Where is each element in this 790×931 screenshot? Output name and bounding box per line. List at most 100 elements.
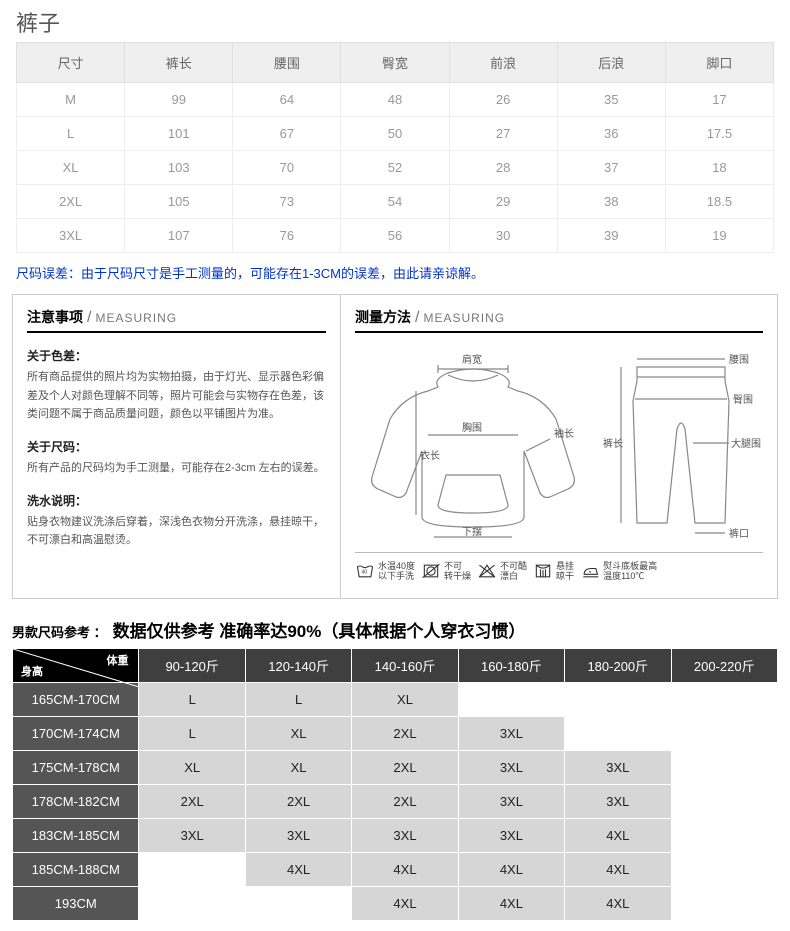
- ref-cell: [245, 886, 351, 920]
- ref-cell: [671, 750, 777, 784]
- ref-cell: [565, 716, 671, 750]
- size-table-cell: 39: [557, 219, 665, 253]
- size-table-header: 前浪: [449, 43, 557, 83]
- ref-weight-header: 140-160斤: [352, 648, 458, 682]
- iron-icon: [580, 562, 600, 580]
- size-table-cell: 18.5: [665, 185, 773, 219]
- para-title: 关于色差：: [27, 347, 326, 364]
- ref-cell: 4XL: [565, 852, 671, 886]
- col-header-cn: 注意事项: [27, 307, 83, 327]
- wash-icon: 40: [355, 562, 375, 580]
- col-header-cn: 测量方法: [355, 307, 411, 327]
- size-table-cell: 30: [449, 219, 557, 253]
- ref-cell: [671, 784, 777, 818]
- size-table-cell: 64: [233, 83, 341, 117]
- table-row: M996448263517: [17, 83, 774, 117]
- para-title: 洗水说明：: [27, 492, 326, 509]
- size-table-cell: 99: [125, 83, 233, 117]
- ref-cell: [458, 682, 564, 716]
- label-sleeve: 袖长: [554, 427, 574, 440]
- care-item: 不可酷漂白: [477, 561, 527, 582]
- ref-cell: XL: [245, 750, 351, 784]
- table-row: 183CM-185CM3XL3XL3XL3XL4XL: [13, 818, 778, 852]
- size-table-cell: 37: [557, 151, 665, 185]
- ref-corner-cell: 体重身高: [13, 648, 139, 682]
- size-table-cell: 27: [449, 117, 557, 151]
- ref-height-header: 183CM-185CM: [13, 818, 139, 852]
- size-table: 尺寸裤长腰围臀宽前浪后浪脚口 M996448263517L10167502736…: [16, 42, 774, 253]
- ref-cell: 4XL: [352, 852, 458, 886]
- size-table-cell: 2XL: [17, 185, 125, 219]
- diagram-row: 肩宽 胸围 衣长 袖长 下摆 腰围: [355, 347, 763, 542]
- label-hip: 臀围: [733, 394, 753, 406]
- ref-weight-header: 200-220斤: [671, 648, 777, 682]
- ref-cell: [671, 716, 777, 750]
- ref-height-header: 175CM-178CM: [13, 750, 139, 784]
- size-table-header: 脚口: [665, 43, 773, 83]
- label-shoulder: 肩宽: [462, 353, 482, 366]
- para-body: 所有产品的尺码均为手工测量，可能存在2-3cm 左右的误差。: [27, 459, 326, 478]
- size-table-cell: 17: [665, 83, 773, 117]
- size-table-cell: 70: [233, 151, 341, 185]
- ref-cell: [671, 852, 777, 886]
- size-table-cell: 17.5: [665, 117, 773, 151]
- size-table-cell: 76: [233, 219, 341, 253]
- hang-icon: [533, 562, 553, 580]
- reference-table: 体重身高90-120斤120-140斤140-160斤160-180斤180-2…: [12, 648, 778, 921]
- size-table-cell: 3XL: [17, 219, 125, 253]
- table-row: 178CM-182CM2XL2XL2XL3XL3XL: [13, 784, 778, 818]
- ref-cell: 4XL: [458, 852, 564, 886]
- size-table-cell: 18: [665, 151, 773, 185]
- ref-cell: 3XL: [458, 784, 564, 818]
- page-title: 裤子: [0, 0, 790, 42]
- ref-cell: 3XL: [458, 716, 564, 750]
- ref-weight-header: 180-200斤: [565, 648, 671, 682]
- para-body: 所有商品提供的照片均为实物拍摄，由于灯光、显示器色彩偏差及个人对颜色理解不同等，…: [27, 368, 326, 424]
- ref-cell: 3XL: [565, 784, 671, 818]
- size-table-cell: 67: [233, 117, 341, 151]
- col-header-left: 注意事项 / MEASURING: [27, 307, 326, 333]
- measuring-box: 注意事项 / MEASURING 关于色差： 所有商品提供的照片均为实物拍摄，由于…: [12, 294, 778, 599]
- ref-cell: XL: [139, 750, 245, 784]
- ref-cell: 3XL: [352, 818, 458, 852]
- size-table-cell: M: [17, 83, 125, 117]
- table-row: 2XL1057354293818.5: [17, 185, 774, 219]
- ref-weight-header: 160-180斤: [458, 648, 564, 682]
- table-row: 175CM-178CMXLXL2XL3XL3XL: [13, 750, 778, 784]
- size-table-cell: 50: [341, 117, 449, 151]
- ref-cell: [671, 886, 777, 920]
- size-table-cell: XL: [17, 151, 125, 185]
- ref-cell: 2XL: [352, 750, 458, 784]
- ref-cell: L: [245, 682, 351, 716]
- col-header-en: MEASURING: [423, 311, 505, 325]
- table-row: 185CM-188CM4XL4XL4XL4XL: [13, 852, 778, 886]
- ref-cell: 4XL: [352, 886, 458, 920]
- ref-cell: XL: [352, 682, 458, 716]
- col-header-sep: /: [87, 309, 91, 327]
- col-header-en: MEASURING: [95, 311, 177, 325]
- ref-weight-header: 90-120斤: [139, 648, 245, 682]
- label-cuff: 裤口: [729, 527, 749, 540]
- care-item: 熨斗底板最高温度110℃: [580, 561, 657, 582]
- size-table-cell: 48: [341, 83, 449, 117]
- ref-cell: 4XL: [565, 818, 671, 852]
- bleach-icon: [477, 562, 497, 580]
- para-body: 贴身衣物建议洗涤后穿着，深浅色衣物分开洗涤，悬挂晾干，不可漂白和高温慰烫。: [27, 513, 326, 550]
- size-table-cell: 103: [125, 151, 233, 185]
- size-note: 尺码误差：由于尺码尺寸是手工测量的，可能存在1-3CM的误差，由此请亲谅解。: [0, 253, 790, 294]
- care-item: 40水温40度以下手洗: [355, 561, 415, 582]
- ref-cell: 2XL: [352, 784, 458, 818]
- size-table-cell: 29: [449, 185, 557, 219]
- measuring-diagram-col: 测量方法 / MEASURING 肩宽 胸围: [341, 295, 777, 598]
- table-row: 193CM4XL4XL4XL: [13, 886, 778, 920]
- ref-cell: [139, 886, 245, 920]
- care-item: 不可转干燥: [421, 561, 471, 582]
- ref-cell: 2XL: [245, 784, 351, 818]
- size-table-cell: 26: [449, 83, 557, 117]
- table-row: 170CM-174CMLXL2XL3XL: [13, 716, 778, 750]
- size-table-header: 臀宽: [341, 43, 449, 83]
- ref-height-header: 178CM-182CM: [13, 784, 139, 818]
- para-title: 关于尺码：: [27, 438, 326, 455]
- label-waist: 腰围: [729, 354, 749, 366]
- ref-cell: 2XL: [139, 784, 245, 818]
